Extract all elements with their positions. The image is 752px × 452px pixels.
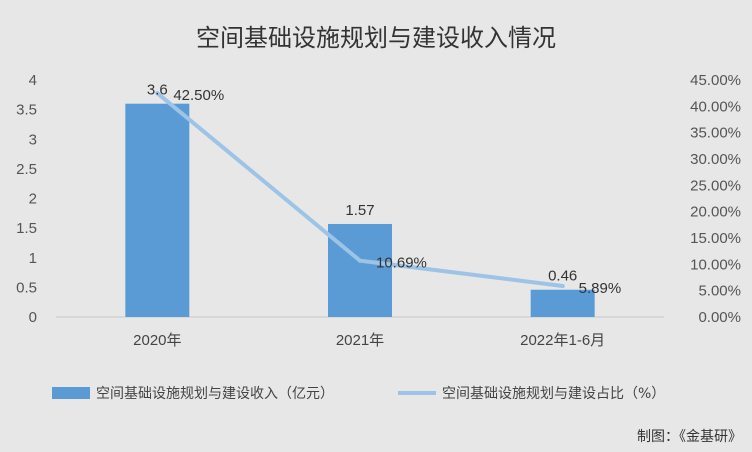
right-tick-label: 30.00% [690, 151, 741, 168]
legend-bar-label: 空间基础设施规划与建设收入（亿元） [96, 385, 334, 402]
left-tick-label: 1 [29, 250, 37, 267]
line-point [560, 283, 565, 288]
legend: 空间基础设施规划与建设收入（亿元） 空间基础设施规划与建设占比（%） [52, 385, 665, 402]
line-value-label: 42.50% [173, 87, 224, 104]
line-value-label: 10.69% [376, 255, 427, 272]
bar [328, 223, 392, 317]
left-tick-label: 0 [29, 309, 37, 326]
right-tick-label: 5.00% [698, 283, 741, 300]
line-series [155, 91, 565, 288]
line-value-label: 5.89% [579, 280, 622, 297]
left-tick-label: 4 [29, 72, 37, 89]
credit-text: 制图：《金基研》 [637, 428, 742, 445]
right-tick-label: 35.00% [690, 125, 741, 142]
legend-bar-swatch [52, 387, 90, 399]
left-tick-label: 0.5 [16, 279, 37, 296]
chart-title: 空间基础设施规划与建设收入情况 [196, 24, 556, 52]
category-label: 2020年 [133, 332, 181, 349]
right-tick-label: 20.00% [690, 204, 741, 221]
left-y-axis: 0 0.5 1 1.5 2 2.5 3 3.5 4 [16, 72, 37, 326]
bar [530, 289, 595, 317]
left-tick-label: 2 [29, 191, 37, 208]
bar-series [125, 103, 595, 317]
left-tick-label: 1.5 [16, 220, 37, 237]
bar-value-label: 0.46 [548, 268, 577, 285]
bar [125, 103, 190, 317]
right-y-axis: 0.00% 5.00% 10.00% 15.00% 20.00% 25.00% 30.00%… [690, 72, 741, 326]
left-tick-label: 2.5 [16, 161, 37, 178]
bar-value-label: 1.57 [345, 202, 374, 219]
line-point [358, 258, 362, 263]
right-tick-label: 0.00% [698, 309, 741, 326]
category-label: 2022年1-6月 [520, 332, 605, 349]
left-tick-label: 3.5 [16, 102, 37, 119]
legend-line-label: 空间基础设施规划与建设占比（%） [442, 385, 665, 402]
right-tick-label: 25.00% [690, 177, 741, 194]
right-tick-label: 10.00% [690, 256, 741, 273]
right-tick-label: 45.00% [690, 72, 741, 89]
left-tick-label: 3 [29, 131, 37, 148]
category-labels: 2020年 2021年 2022年1-6月 [133, 332, 605, 349]
bar-value-label: 3.6 [147, 82, 168, 99]
right-tick-label: 40.00% [690, 98, 741, 115]
right-tick-label: 15.00% [690, 230, 741, 247]
category-label: 2021年 [336, 332, 384, 349]
data-labels: 3.6 1.57 0.46 42.50% 10.69% 5.89% [147, 82, 621, 297]
line-point [155, 91, 160, 96]
